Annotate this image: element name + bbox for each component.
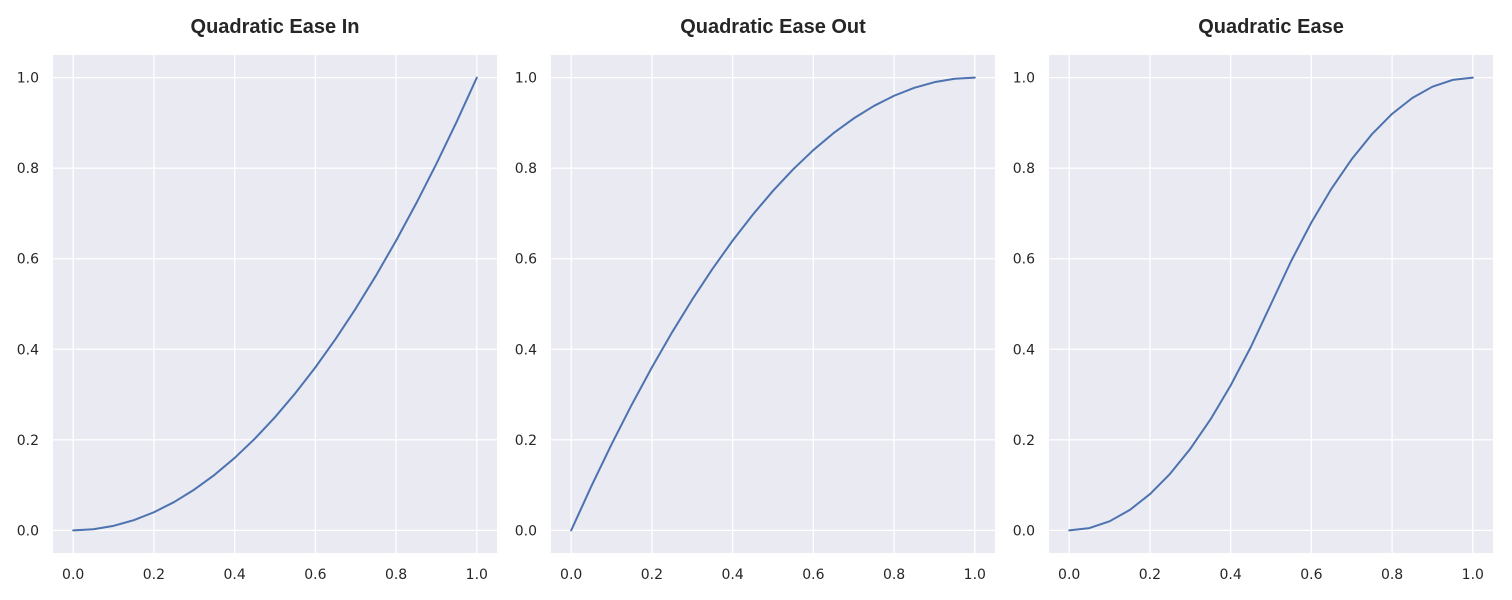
x-tick-label: 0.8 bbox=[883, 567, 905, 583]
chart-title: Quadratic Ease Out bbox=[680, 16, 866, 38]
y-tick-label: 0.8 bbox=[515, 161, 537, 177]
x-tick-label: 0.4 bbox=[722, 567, 744, 583]
x-tick-label: 0.6 bbox=[304, 567, 326, 583]
series-line bbox=[1068, 76, 1474, 532]
series-line bbox=[570, 76, 976, 532]
y-tick-label: 1.0 bbox=[1013, 71, 1035, 87]
subplot-2: 0.0 0.2 0.4 0.6 0.8 1.0 0.0 0.2 0.4 0.6 0.8 1.0 Quad… bbox=[515, 16, 995, 583]
series-line bbox=[72, 76, 478, 532]
y-tick-label: 0.8 bbox=[1013, 161, 1035, 177]
x-tick-label: 0.0 bbox=[1058, 567, 1080, 583]
x-tick-label: 0.4 bbox=[224, 567, 246, 583]
plot-area bbox=[551, 55, 995, 553]
y-tick-label: 0.4 bbox=[1013, 342, 1035, 358]
x-tick-label: 0.8 bbox=[385, 567, 407, 583]
y-tick-label: 0.4 bbox=[17, 342, 39, 358]
y-tick-label: 0.2 bbox=[17, 433, 39, 449]
y-tick-label: 0.0 bbox=[1013, 523, 1035, 539]
y-tick-label: 1.0 bbox=[17, 71, 39, 87]
y-tick-label: 0.2 bbox=[1013, 433, 1035, 449]
x-tick-label: 0.2 bbox=[1139, 567, 1161, 583]
y-tick-label: 0.4 bbox=[515, 342, 537, 358]
x-tick-label: 0.0 bbox=[560, 567, 582, 583]
x-tick-label: 1.0 bbox=[466, 567, 488, 583]
y-tick-label: 0.0 bbox=[515, 523, 537, 539]
y-tick-label: 0.6 bbox=[1013, 252, 1035, 268]
chart-title: Quadratic Ease bbox=[1198, 16, 1344, 38]
y-tick-label: 0.6 bbox=[515, 252, 537, 268]
subplot-3: 0.0 0.2 0.4 0.6 0.8 1.0 0.0 0.2 0.4 0.6 0.8 1.0 Quad… bbox=[1013, 16, 1493, 583]
y-tick-label: 0.2 bbox=[515, 433, 537, 449]
plot-area bbox=[53, 55, 497, 553]
subplot-1: 0.0 0.2 0.4 0.6 0.8 1.0 0.0 0.2 0.4 0.6 0.8 1.0 Quad… bbox=[17, 16, 497, 583]
chart-title: Quadratic Ease In bbox=[191, 16, 360, 38]
x-tick-label: 0.2 bbox=[143, 567, 165, 583]
x-tick-label: 0.8 bbox=[1381, 567, 1403, 583]
x-tick-label: 0.6 bbox=[802, 567, 824, 583]
x-tick-label: 1.0 bbox=[1462, 567, 1484, 583]
x-tick-label: 0.2 bbox=[641, 567, 663, 583]
x-tick-label: 0.6 bbox=[1300, 567, 1322, 583]
x-tick-label: 1.0 bbox=[964, 567, 986, 583]
y-tick-label: 0.6 bbox=[17, 252, 39, 268]
y-tick-label: 0.8 bbox=[17, 161, 39, 177]
x-tick-label: 0.0 bbox=[62, 567, 84, 583]
x-tick-label: 0.4 bbox=[1220, 567, 1242, 583]
subplots: 0.0 0.2 0.4 0.6 0.8 1.0 0.0 0.2 0.4 0.6 0.8 1.0 Quad… bbox=[17, 16, 1493, 583]
y-tick-label: 0.0 bbox=[17, 523, 39, 539]
y-tick-label: 1.0 bbox=[515, 71, 537, 87]
